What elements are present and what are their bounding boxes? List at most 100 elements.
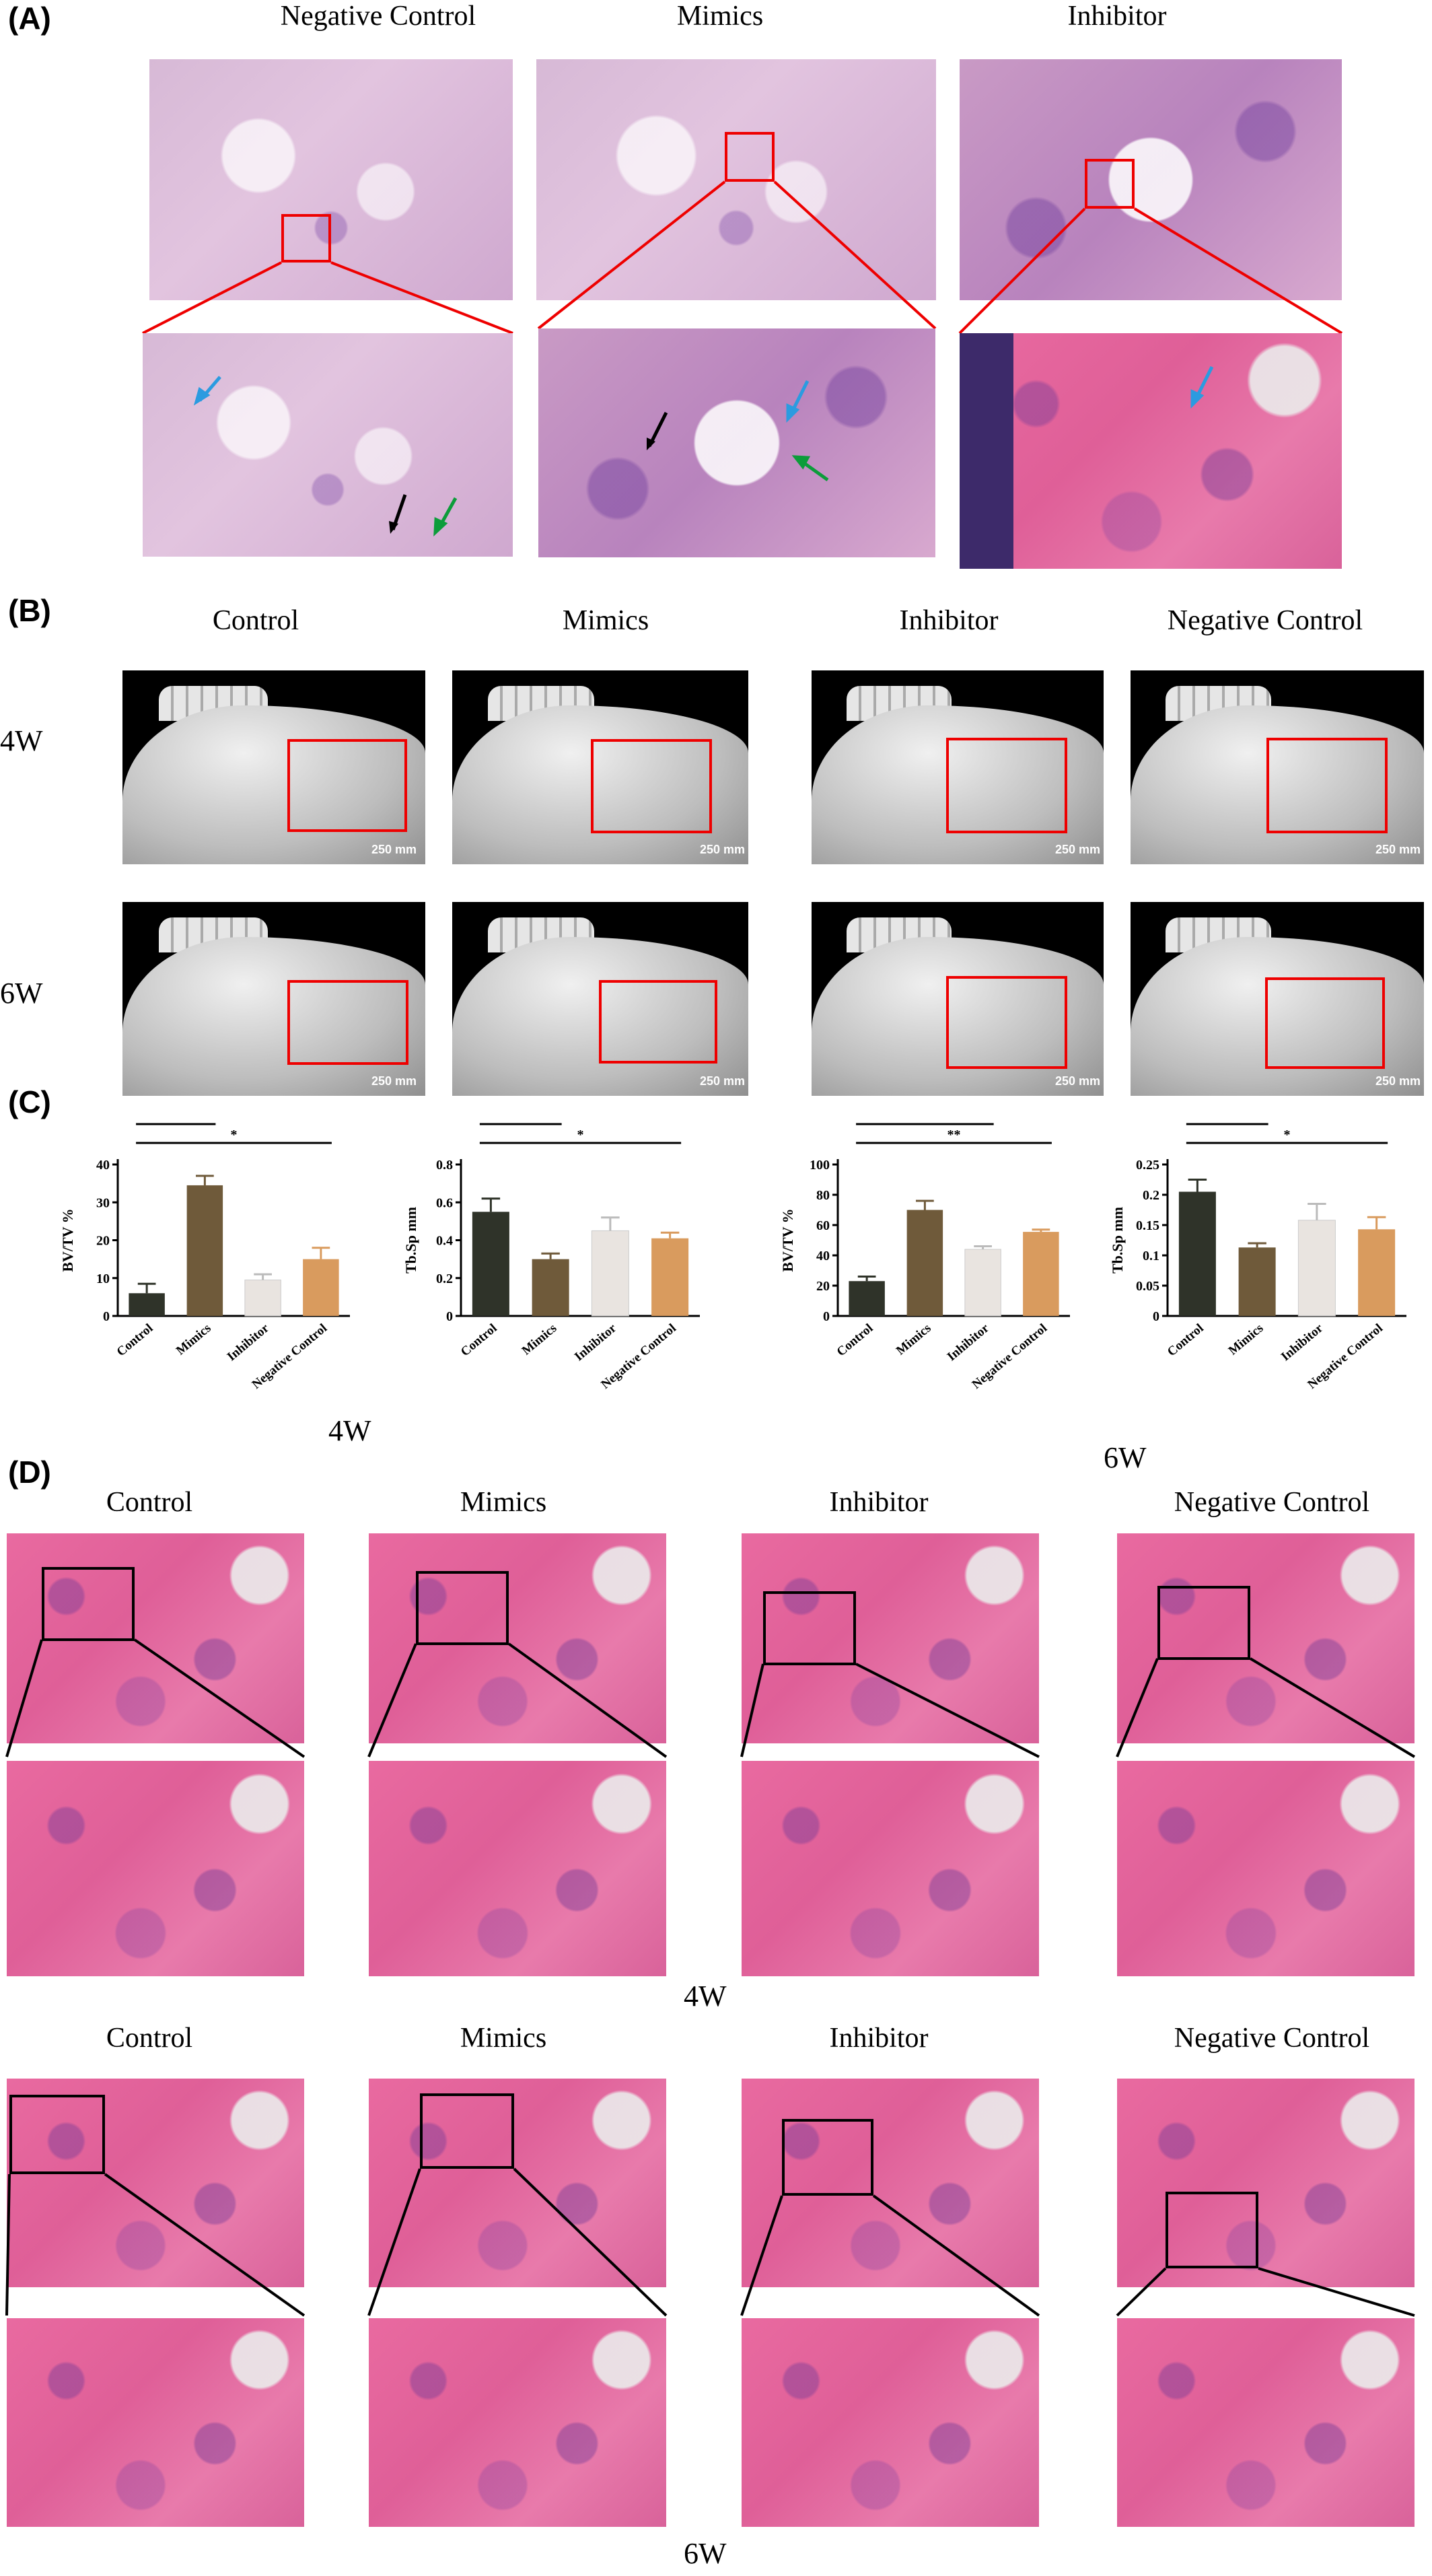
defect-box — [946, 976, 1067, 1069]
bar-mimics — [906, 1210, 943, 1316]
panel-d-4w-title-mimics: Mimics — [460, 1487, 547, 1518]
significance-label: * — [1284, 1127, 1291, 1142]
significance-label: * — [577, 1127, 584, 1142]
panel-a-title-inhibitor: Inhibitor — [1067, 1, 1167, 32]
x-tick-label: Mimics — [894, 1321, 934, 1358]
zoom-box — [281, 214, 331, 263]
bar-negative-control — [1023, 1232, 1059, 1316]
y-tick-label: 40 — [96, 1158, 110, 1173]
panel-c-caption-4w: 4W — [328, 1414, 371, 1447]
panel-c-caption-6w: 6W — [1104, 1441, 1147, 1474]
scale-bar: 250 mm — [1055, 1074, 1101, 1088]
histo-4w-negative-control-zoom — [1117, 1761, 1415, 1976]
chart-6w-bvtv: 0 20 40 60 80 100 BV/TV % Control Mimics Inhibito… — [779, 1117, 1070, 1392]
significance-label: ** — [169, 1117, 182, 1123]
bar-control — [472, 1212, 509, 1316]
defect-box — [599, 980, 717, 1064]
x-tick-label: Mimics — [1226, 1321, 1266, 1358]
panel-d-4w-title-negative-control: Negative Control — [1174, 1487, 1370, 1518]
panel-a-overview-mimics — [536, 59, 936, 300]
arrows — [647, 380, 829, 482]
bar-mimics — [186, 1185, 223, 1316]
y-tick-label: 0.4 — [436, 1234, 453, 1249]
y-axis-label: Tb.Sp mm — [1109, 1207, 1126, 1274]
panel-d-4w-title-inhibitor: Inhibitor — [829, 1487, 929, 1518]
y-tick-label: 0 — [823, 1309, 830, 1324]
panel-b-title-mimics: Mimics — [562, 605, 649, 636]
zoom-box — [1157, 1586, 1250, 1660]
bar-mimics — [1238, 1247, 1276, 1316]
y-tick-label: 20 — [816, 1279, 830, 1294]
y-tick-label: 0 — [103, 1309, 110, 1324]
significance-label: * — [231, 1127, 238, 1142]
arrows — [1190, 365, 1214, 409]
defect-box — [287, 739, 407, 832]
panel-b-title-control: Control — [212, 605, 299, 636]
zoom-box — [420, 2093, 514, 2169]
ct-6w-control: 250 mm — [122, 902, 425, 1096]
significance-label: ** — [514, 1117, 528, 1123]
scale-bar: 250 mm — [371, 1074, 417, 1088]
x-tick-label: Control — [834, 1321, 876, 1360]
panel-label-b: (B) — [8, 593, 51, 628]
histo-4w-inhibitor-overview — [742, 1533, 1039, 1743]
y-tick-label: 0.8 — [436, 1158, 453, 1173]
bar-control — [129, 1293, 165, 1316]
histo-4w-control-zoom — [7, 1761, 304, 1976]
y-axis-label: Tb.Sp mm — [402, 1207, 419, 1274]
histo-4w-mimics-zoom — [369, 1761, 666, 1976]
panel-a-connectors — [142, 180, 1343, 335]
y-tick-label: 0.25 — [1136, 1158, 1159, 1173]
ct-4w-mimics: 250 mm — [452, 670, 748, 864]
panel-label-a: (A) — [8, 1, 51, 36]
x-tick-label: Control — [458, 1321, 500, 1360]
histo-6w-inhibitor-overview — [742, 2079, 1039, 2287]
ct-6w-inhibitor: 250 mm — [812, 902, 1104, 1096]
x-tick-label: Inhibitor — [945, 1321, 993, 1364]
panel-a-overview-negative-control — [149, 59, 513, 300]
panel-b-title-inhibitor: Inhibitor — [899, 605, 999, 636]
panel-a-overview-inhibitor — [960, 59, 1342, 300]
y-tick-label: 100 — [810, 1158, 830, 1173]
bar-control — [849, 1281, 885, 1316]
histo-6w-negative-control-overview — [1117, 2079, 1415, 2287]
histo-6w-mimics-overview — [369, 2079, 666, 2287]
bar-inhibitor — [591, 1230, 629, 1317]
scale-bar: 250 mm — [1375, 1074, 1421, 1088]
y-tick-label: 0.05 — [1136, 1279, 1159, 1294]
histo-4w-negative-control-overview — [1117, 1533, 1415, 1743]
y-tick-label: 0 — [446, 1309, 453, 1324]
y-tick-label: 0.6 — [436, 1195, 453, 1210]
x-tick-label: Inhibitor — [572, 1321, 620, 1364]
scale-bar: 250 mm — [1055, 843, 1101, 856]
y-tick-label: 40 — [816, 1249, 830, 1263]
y-tick-label: 20 — [96, 1234, 110, 1249]
defect-box — [287, 980, 408, 1065]
defect-box — [1266, 738, 1388, 833]
y-axis-label: BV/TV % — [779, 1208, 796, 1272]
scale-bar: 250 mm — [700, 843, 746, 856]
histo-4w-inhibitor-zoom — [742, 1761, 1039, 1976]
bar-inhibitor — [244, 1280, 281, 1317]
histo-4w-mimics-overview — [369, 1533, 666, 1743]
panel-d-6w-title-inhibitor: Inhibitor — [829, 2023, 929, 2054]
panel-d-6w-connectors — [5, 2167, 1415, 2317]
ct-4w-inhibitor: 250 mm — [812, 670, 1104, 864]
panel-b-row-4w: 4W — [0, 724, 43, 757]
panel-a-zoom-inhibitor — [960, 333, 1342, 569]
panel-d-6w-title-negative-control: Negative Control — [1174, 2023, 1370, 2054]
bar-inhibitor — [1297, 1220, 1336, 1317]
panel-label-d: (D) — [8, 1455, 51, 1490]
bar-negative-control — [651, 1238, 689, 1316]
ct-6w-negative-control: 250 mm — [1131, 902, 1424, 1096]
histo-6w-control-zoom — [7, 2318, 304, 2527]
defect-box — [591, 739, 712, 833]
panel-a-title-mimics: Mimics — [676, 1, 764, 32]
panel-a-zoom-negative-control — [143, 333, 513, 557]
bar-negative-control — [1358, 1229, 1396, 1316]
chart-4w-tbsp: 0 0.2 0.4 0.6 0.8 Tb.Sp mm Control Mimics Inhibi… — [402, 1117, 700, 1392]
bar-inhibitor — [964, 1249, 1001, 1317]
bar-mimics — [532, 1259, 569, 1316]
ct-6w-mimics: 250 mm — [452, 902, 748, 1096]
defect-box — [1265, 977, 1385, 1069]
